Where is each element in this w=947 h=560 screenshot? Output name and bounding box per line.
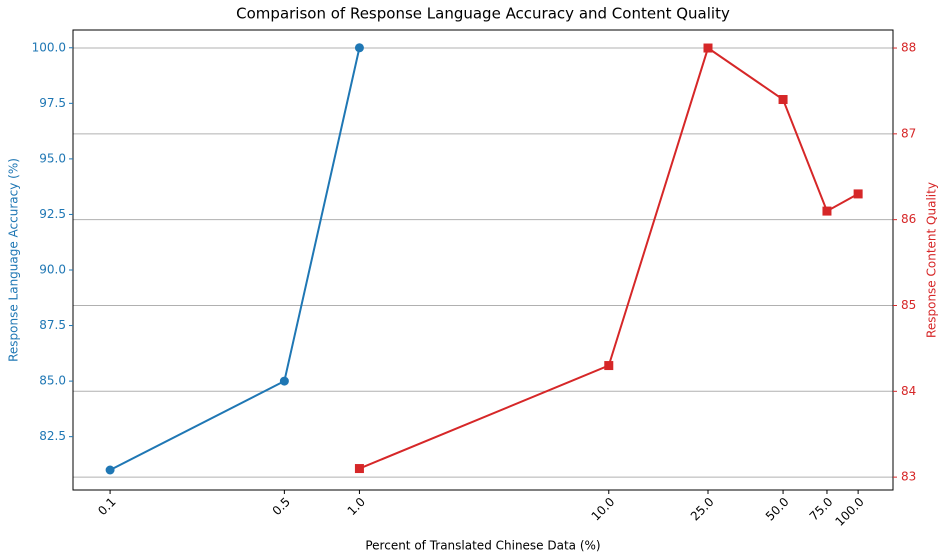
point <box>279 376 289 386</box>
x-tick-label: 1.0 <box>345 495 368 518</box>
point <box>703 43 713 53</box>
y2-tick-label: 88 <box>901 41 916 55</box>
x-tick-label: 0.1 <box>95 495 118 518</box>
point <box>822 206 832 216</box>
series-line <box>359 46 859 470</box>
y-tick-label: 100.0 <box>32 40 66 54</box>
x-tick-label: 50.0 <box>763 495 792 524</box>
point <box>354 464 364 474</box>
point <box>778 95 788 105</box>
x-tick-label: 10.0 <box>589 495 618 524</box>
x-tick-label: 0.5 <box>270 495 293 518</box>
y-tick-label: 92.5 <box>39 207 66 221</box>
y-tick-label: 82.5 <box>39 429 66 443</box>
series-line <box>109 47 361 471</box>
y-axis-label: Response Language Accuracy (%) <box>7 158 21 362</box>
y2-tick-label: 83 <box>901 470 916 484</box>
point <box>354 43 364 53</box>
point <box>105 465 115 475</box>
y-tick-label: 95.0 <box>39 151 66 165</box>
y2-tick-label: 84 <box>901 384 916 398</box>
y2-tick-label: 85 <box>901 298 916 312</box>
x-tick-label: 25.0 <box>688 495 717 524</box>
y2-tick-label: 86 <box>901 212 916 226</box>
plot-frame <box>72 29 894 491</box>
y-tick-label: 85.0 <box>39 374 66 388</box>
y-tick-label: 87.5 <box>39 318 66 332</box>
y2-axis-label: Response Content Quality <box>925 182 939 338</box>
y2-tick-label: 87 <box>901 126 916 140</box>
y-tick-label: 90.0 <box>39 263 66 277</box>
y-tick-label: 97.5 <box>39 96 66 110</box>
x-axis-label: Percent of Translated Chinese Data (%) <box>365 539 600 553</box>
point <box>853 189 863 199</box>
chart-title: Comparison of Response Language Accuracy… <box>236 5 730 23</box>
x-tick-label: 100.0 <box>833 495 867 529</box>
x-tick-label: 75.0 <box>807 495 836 524</box>
point <box>604 361 614 371</box>
